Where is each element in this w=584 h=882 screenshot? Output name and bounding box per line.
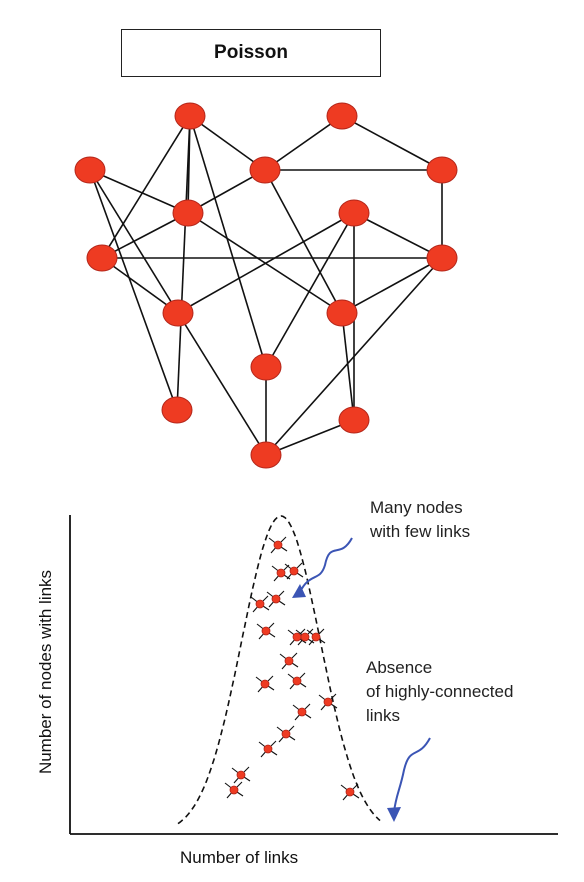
y-axis-label: Number of nodes with links bbox=[36, 569, 55, 775]
graph-node bbox=[338, 406, 370, 434]
graph-edge bbox=[101, 212, 189, 259]
node-marker bbox=[311, 632, 321, 642]
node-marker bbox=[297, 707, 307, 717]
distribution-curve bbox=[177, 515, 381, 825]
graph-edge bbox=[265, 419, 355, 456]
graph-edge bbox=[265, 212, 355, 368]
graph-edge bbox=[341, 312, 355, 421]
node-marker bbox=[276, 568, 286, 578]
arrow-absence bbox=[393, 737, 431, 813]
graph-node bbox=[250, 441, 282, 469]
node-marker bbox=[236, 770, 246, 780]
graph-node bbox=[426, 244, 458, 272]
graph-edge bbox=[177, 212, 355, 314]
node-marker bbox=[271, 594, 281, 604]
node-marker bbox=[281, 729, 291, 739]
title-text: Poisson bbox=[214, 42, 288, 63]
graph-edge bbox=[341, 257, 443, 314]
graph-node bbox=[326, 102, 358, 130]
node-marker bbox=[323, 697, 333, 707]
graph-node bbox=[74, 156, 106, 184]
graph-node bbox=[86, 244, 118, 272]
arrow-many-nodes bbox=[299, 537, 353, 593]
graph-edge bbox=[264, 115, 343, 171]
graph-edge bbox=[265, 257, 443, 456]
annotation-line: of highly-connected bbox=[366, 682, 514, 701]
node-marker bbox=[273, 540, 283, 550]
graph-node bbox=[250, 353, 282, 381]
node-marker bbox=[345, 787, 355, 797]
annotation-absence: Absence of highly-connected links bbox=[366, 656, 513, 728]
graph-edge bbox=[176, 115, 191, 411]
node-marker bbox=[255, 599, 265, 609]
graph-node bbox=[326, 299, 358, 327]
graph-node bbox=[338, 199, 370, 227]
node-marker bbox=[261, 626, 271, 636]
title-box: Poisson bbox=[121, 29, 381, 77]
annotation-many-nodes: Many nodes with few links bbox=[370, 496, 470, 544]
annotation-line: Absence bbox=[366, 658, 433, 677]
graph-edge bbox=[189, 115, 267, 368]
node-marker bbox=[284, 656, 294, 666]
graph-node bbox=[174, 102, 206, 130]
node-marker bbox=[289, 566, 299, 576]
node-marker bbox=[263, 744, 273, 754]
node-marker bbox=[229, 785, 239, 795]
graph-node bbox=[426, 156, 458, 184]
graph-node bbox=[161, 396, 193, 424]
annotation-line: with few links bbox=[370, 522, 471, 541]
graph-edge bbox=[177, 312, 267, 456]
graph-node bbox=[162, 299, 194, 327]
graph-node bbox=[249, 156, 281, 184]
arrowhead-absence bbox=[387, 807, 401, 822]
graph-edge bbox=[101, 115, 191, 259]
graph-edge bbox=[189, 115, 266, 171]
graph-edge bbox=[341, 115, 443, 171]
node-marker bbox=[292, 676, 302, 686]
annotation-line: Many nodes bbox=[370, 498, 463, 517]
graph-edge bbox=[89, 169, 189, 214]
graph-node bbox=[172, 199, 204, 227]
x-axis-label: Number of links bbox=[180, 848, 299, 867]
node-marker bbox=[300, 632, 310, 642]
graph-edge bbox=[101, 257, 179, 314]
graph-edge bbox=[89, 169, 178, 411]
arrowhead-many-nodes bbox=[292, 584, 306, 598]
node-marker bbox=[260, 679, 270, 689]
annotation-line: links bbox=[366, 706, 401, 725]
graph-edge bbox=[353, 212, 443, 259]
node-marker bbox=[292, 632, 302, 642]
